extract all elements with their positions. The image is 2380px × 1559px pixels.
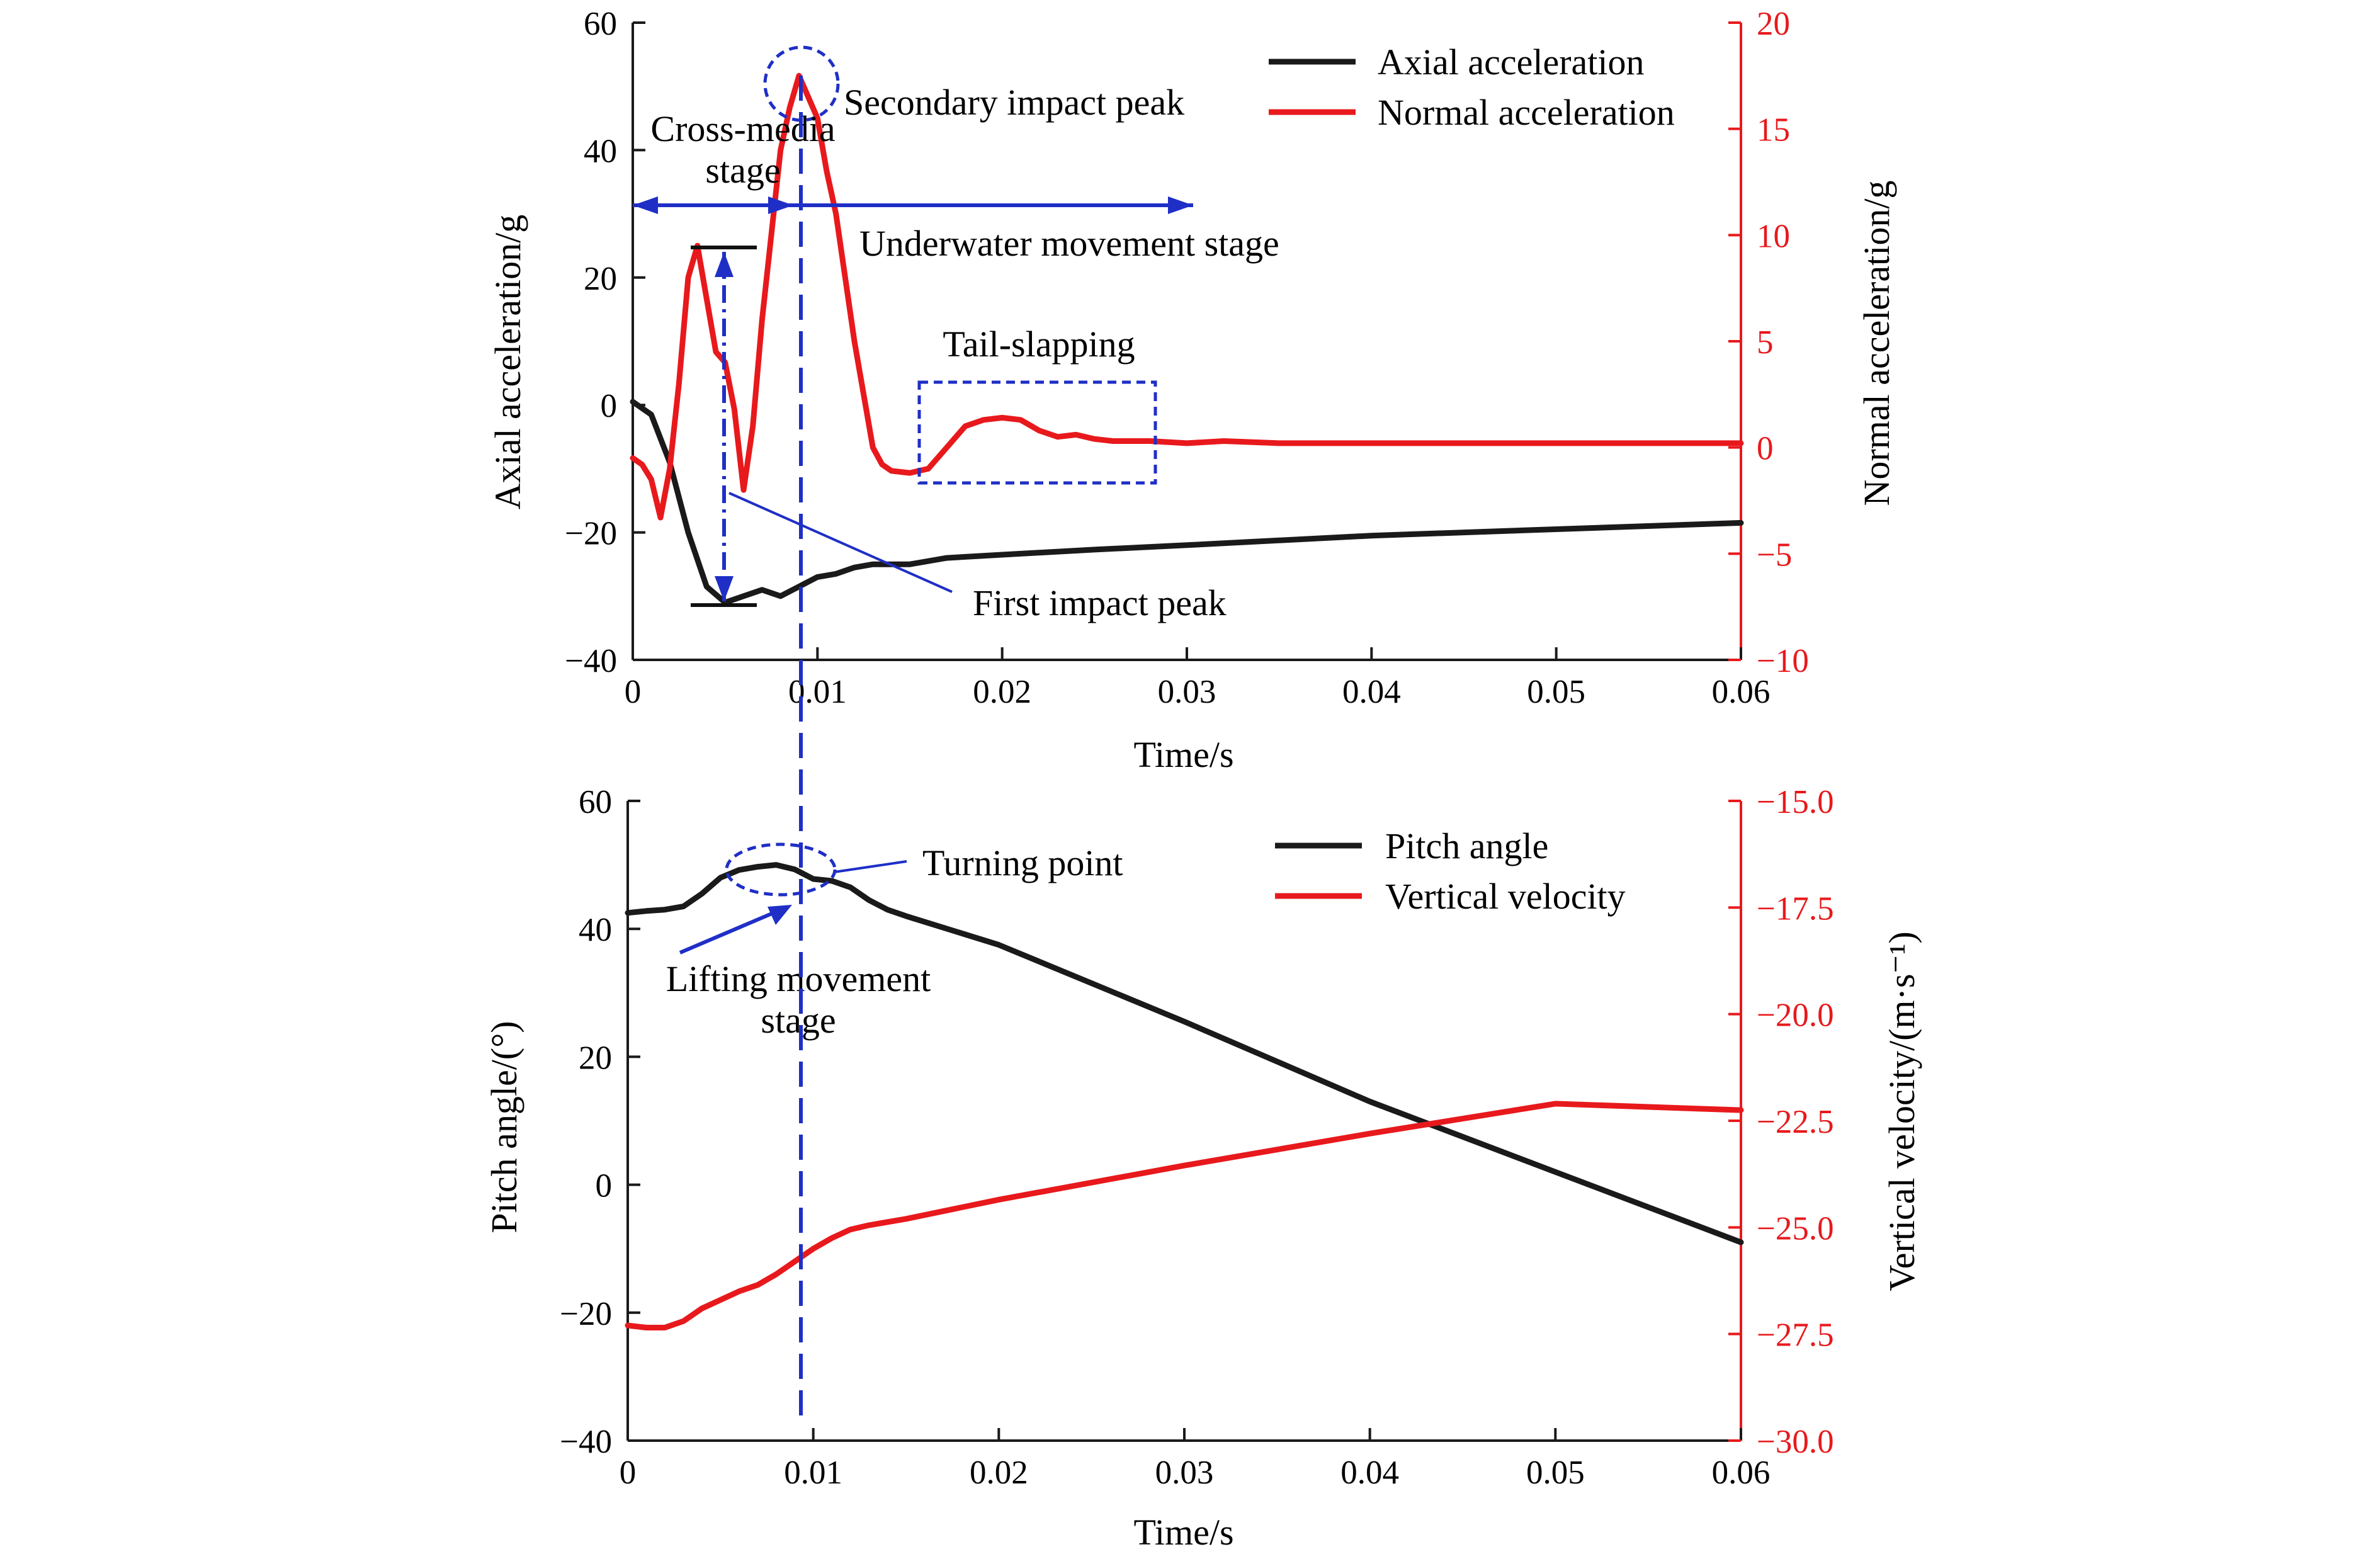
tail-slapping-label: Tail-slapping bbox=[943, 324, 1135, 365]
first-peak-arrowhead-up bbox=[715, 252, 734, 277]
series-line-normal-acceleration bbox=[630, 72, 1744, 521]
pitch-annotation-labels: Turning point Lifting movement stage bbox=[666, 842, 1123, 1041]
first-peak-leader-line bbox=[728, 492, 953, 593]
legend-label-velocity: Vertical velocity bbox=[1385, 876, 1626, 917]
acceleration-x-tick-label: 0.01 bbox=[788, 674, 847, 710]
series-line-vertical-velocity bbox=[625, 1101, 1744, 1330]
pitch-annotation-shapes bbox=[679, 842, 907, 955]
acceleration-y-tick-label: 0 bbox=[601, 388, 618, 424]
pitch-y-tick-label: 60 bbox=[579, 784, 612, 820]
pitch-x-tick-label: 0 bbox=[620, 1454, 637, 1491]
pitch-x-tick-label: 0.06 bbox=[1712, 1454, 1771, 1491]
pitch-y-tick-label: −40 bbox=[560, 1424, 612, 1460]
acceleration-y2-axis-title: Normal acceleration/g bbox=[1856, 181, 1897, 506]
pitch-y-tick-label: 0 bbox=[596, 1168, 613, 1205]
pitch-x-tick-label: 0.05 bbox=[1526, 1454, 1585, 1491]
acceleration-y2-tick-label: 20 bbox=[1757, 6, 1790, 42]
acceleration-chart: 0 0.01 0.02 0.03 0.04 0.05 0.06 60 40 20 0 −20 −40 20… bbox=[487, 6, 1897, 775]
pitch-x-tick-label: 0.01 bbox=[784, 1454, 842, 1491]
acceleration-x-tick-label: 0.03 bbox=[1158, 674, 1216, 710]
pitch-y2-tick-label: −17.5 bbox=[1757, 890, 1834, 927]
acceleration-annotation-shapes bbox=[633, 45, 1193, 607]
legend-label-axial: Axial acceleration bbox=[1378, 42, 1644, 82]
cross-media-label-line2: stage bbox=[705, 150, 780, 191]
turning-point-label: Turning point bbox=[922, 842, 1123, 883]
tail-slapping-box bbox=[917, 380, 1157, 485]
pitch-y2-tick-label: −20.0 bbox=[1757, 997, 1834, 1034]
first-peak-label: First impact peak bbox=[973, 582, 1227, 623]
acceleration-plot-area: 0 0.01 0.02 0.03 0.04 0.05 0.06 60 40 20 0 −20 −40 20… bbox=[565, 6, 1809, 710]
legend-label-pitch: Pitch angle bbox=[1385, 825, 1548, 866]
pitch-y2-tick-label: −25.0 bbox=[1757, 1210, 1834, 1247]
pitch-velocity-plot-area: 0 0.01 0.02 0.03 0.04 0.05 0.06 60 40 20 0 −20 −40 −1… bbox=[560, 784, 1834, 1491]
underwater-arrowhead bbox=[1168, 196, 1193, 214]
lifting-stage-label-line1: Lifting movement bbox=[666, 958, 931, 999]
pitch-y-tick-label: 20 bbox=[579, 1040, 612, 1076]
pitch-y2-tick-label: −30.0 bbox=[1757, 1424, 1834, 1460]
pitch-x-tick-label: 0.04 bbox=[1340, 1454, 1399, 1491]
series-line-axial-acceleration bbox=[630, 399, 1744, 606]
pitch-y-tick-label: 40 bbox=[579, 912, 612, 948]
cross-media-arrowhead-right bbox=[768, 196, 793, 214]
acceleration-x-tick-label: 0 bbox=[625, 674, 642, 710]
pitch-y2-axis-title: Vertical velocity/(m·s⁻¹) bbox=[1881, 931, 1922, 1291]
acceleration-y2-tick-label: −10 bbox=[1757, 643, 1809, 679]
acceleration-y2-tick-label: 10 bbox=[1757, 218, 1790, 254]
acceleration-y-tick-label: 40 bbox=[584, 133, 617, 169]
acceleration-annotation-labels: Cross-media stage Secondary impact peak … bbox=[650, 82, 1279, 623]
acceleration-x-tick-label: 0.06 bbox=[1712, 674, 1771, 710]
pitch-velocity-legend: Pitch angle Vertical velocity bbox=[1275, 825, 1626, 917]
acceleration-y-tick-label: 20 bbox=[584, 261, 617, 297]
pitch-x-tick-label: 0.02 bbox=[970, 1454, 1028, 1491]
acceleration-y2-tick-label: −5 bbox=[1757, 536, 1792, 573]
series-line-pitch-angle bbox=[625, 862, 1744, 1245]
acceleration-y-tick-label: −40 bbox=[565, 643, 617, 679]
cross-media-arrowhead-left bbox=[633, 196, 658, 214]
pitch-y-axis-title: Pitch angle/(°) bbox=[484, 1021, 524, 1233]
legend-label-normal: Normal acceleration bbox=[1378, 92, 1675, 133]
lifting-stage-label-line2: stage bbox=[761, 1000, 836, 1041]
first-peak-arrowhead-down bbox=[715, 576, 734, 601]
turning-point-leader-line bbox=[834, 860, 907, 873]
lifting-arrow-line bbox=[679, 911, 774, 955]
pitch-y2-tick-label: −15.0 bbox=[1757, 784, 1834, 820]
lifting-arrowhead bbox=[768, 905, 792, 925]
pitch-x-axis-title: Time/s bbox=[1133, 1512, 1233, 1553]
acceleration-y-tick-label: 60 bbox=[584, 6, 617, 42]
acceleration-x-tick-label: 0.02 bbox=[973, 674, 1031, 710]
secondary-peak-label: Secondary impact peak bbox=[844, 82, 1184, 123]
pitch-y2-tick-label: −27.5 bbox=[1757, 1317, 1834, 1354]
acceleration-y-tick-label: −20 bbox=[565, 516, 617, 552]
acceleration-y2-tick-label: 5 bbox=[1757, 324, 1774, 361]
cross-media-label-line1: Cross-media bbox=[650, 108, 835, 149]
acceleration-x-tick-label: 0.05 bbox=[1527, 674, 1585, 710]
acceleration-y-axis-title: Axial acceleration/g bbox=[487, 215, 528, 510]
secondary-peak-circle bbox=[763, 45, 840, 122]
pitch-y2-tick-label: −22.5 bbox=[1757, 1104, 1834, 1140]
acceleration-x-tick-label: 0.04 bbox=[1342, 674, 1401, 710]
acceleration-legend: Axial acceleration Normal acceleration bbox=[1269, 42, 1675, 133]
pitch-y-tick-label: −20 bbox=[560, 1296, 612, 1332]
acceleration-x-axis-title: Time/s bbox=[1133, 734, 1233, 775]
acceleration-y2-tick-label: 0 bbox=[1757, 431, 1774, 467]
acceleration-y2-tick-label: 15 bbox=[1757, 112, 1790, 149]
pitch-x-tick-label: 0.03 bbox=[1155, 1454, 1214, 1491]
pitch-velocity-chart: 0 0.01 0.02 0.03 0.04 0.05 0.06 60 40 20 0 −20 −40 −1… bbox=[484, 784, 1922, 1553]
underwater-stage-label: Underwater movement stage bbox=[859, 223, 1279, 264]
turning-point-ellipse bbox=[725, 842, 837, 897]
